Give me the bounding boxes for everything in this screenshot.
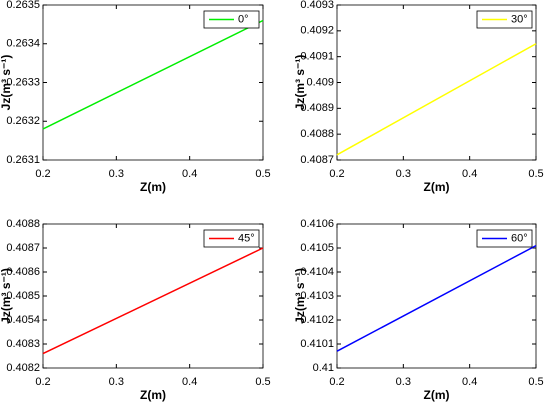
y-tick-label: 0.4092	[300, 25, 334, 37]
y-tick-label: 0.4104	[300, 266, 334, 278]
legend-label: 0°	[238, 13, 249, 25]
y-tick-label: 0.4088	[6, 218, 40, 230]
y-tick-label: 0.409	[306, 76, 334, 88]
plot-area	[42, 223, 264, 369]
x-axis-label: Z(m)	[424, 388, 450, 402]
x-tick-label: 0.2	[35, 376, 50, 388]
y-axis-label: Jz(m³ s⁻¹)	[293, 55, 307, 111]
y-tick-label: 0.4088	[300, 128, 334, 140]
legend-label: 60°	[511, 232, 528, 244]
y-tick-label: 0.4091	[300, 51, 334, 63]
y-tick-label: 0.2634	[6, 38, 40, 50]
plot-area	[42, 4, 264, 161]
x-tick-label: 0.2	[35, 168, 50, 180]
x-tick-label: 0.3	[396, 376, 411, 388]
x-tick-label: 0.4	[462, 376, 477, 388]
x-tick-label: 0.2	[329, 168, 344, 180]
y-tick-label: 0.4106	[300, 218, 334, 230]
legend-label: 30°	[511, 13, 528, 25]
x-tick-label: 0.2	[329, 376, 344, 388]
x-tick-label: 0.4	[462, 168, 477, 180]
x-tick-label: 0.4	[182, 168, 197, 180]
y-tick-label: 0.4102	[300, 314, 334, 326]
legend-label: 45°	[238, 232, 255, 244]
y-tick-label: 0.2635	[6, 0, 40, 11]
y-axis-label: Jz(m³ s⁻¹)	[0, 268, 13, 324]
data-line	[42, 247, 264, 355]
data-line	[336, 244, 537, 352]
x-axis-label: Z(m)	[424, 180, 450, 194]
y-axis-label: Jz(m³ s⁻¹)	[0, 55, 13, 111]
x-tick-label: 0.3	[109, 168, 124, 180]
y-tick-label: 0.4089	[300, 102, 334, 114]
data-line	[42, 19, 264, 130]
y-tick-label: 0.4086	[6, 266, 40, 278]
x-tick-label: 0.3	[109, 376, 124, 388]
y-tick-label: 0.4105	[300, 242, 334, 254]
y-tick-label: 0.4103	[300, 290, 334, 302]
x-axis-label: Z(m)	[140, 180, 166, 194]
data-line	[336, 43, 537, 156]
x-tick-label: 0.5	[255, 168, 270, 180]
y-tick-label: 0.2632	[6, 115, 40, 127]
y-axis-label: Jz(m³ s⁻¹)	[293, 268, 307, 324]
y-tick-label: 0.4082	[6, 362, 40, 374]
x-tick-label: 0.3	[396, 168, 411, 180]
y-tick-label: 0.4087	[6, 242, 40, 254]
x-axis-label: Z(m)	[140, 388, 166, 402]
x-tick-label: 0.5	[255, 376, 270, 388]
x-tick-label: 0.5	[528, 168, 543, 180]
x-tick-label: 0.4	[182, 376, 197, 388]
x-tick-label: 0.5	[528, 376, 543, 388]
y-tick-label: 0.4083	[6, 338, 40, 350]
y-tick-label: 0.4085	[6, 290, 40, 302]
y-tick-label: 0.2631	[6, 154, 40, 166]
y-tick-label: 0.2633	[6, 76, 40, 88]
y-tick-label: 0.4087	[300, 154, 334, 166]
plot-area	[336, 4, 537, 161]
y-tick-label: 0.4054	[6, 314, 40, 326]
y-tick-label: 0.4093	[300, 0, 334, 11]
y-tick-label: 0.4101	[300, 338, 334, 350]
y-tick-label: 0.41	[313, 362, 334, 374]
